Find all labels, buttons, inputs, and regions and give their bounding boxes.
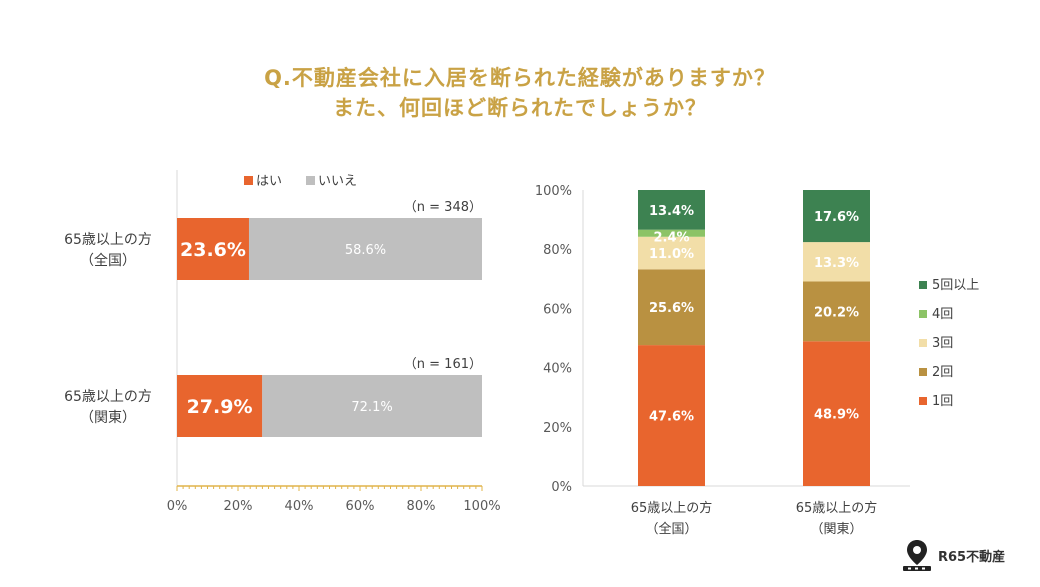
- data-label-1: 48.9%: [814, 408, 859, 423]
- right-y-tick-label: 0%: [551, 480, 572, 495]
- data-label-2: 20.2%: [814, 305, 859, 320]
- chart-title-line1: Q.不動産会社に入居を断られた経験がありますか？: [264, 66, 776, 90]
- data-label-1: 47.6%: [649, 410, 694, 425]
- right-y-tick-label: 60%: [543, 302, 572, 317]
- bar-segment-no: [262, 375, 482, 437]
- bar-segment-2: [638, 269, 705, 346]
- bar-segment-no: [248, 218, 482, 280]
- legend-swatch-5: [919, 281, 927, 289]
- bar-segment-3: [803, 242, 870, 282]
- legend-label-3: 3回: [932, 336, 953, 351]
- sample-size-label: （n = 161）: [404, 357, 482, 372]
- legend-label-2: 2回: [932, 365, 953, 380]
- bar-segment-yes: [177, 375, 263, 437]
- legend-label-no: いいえ: [318, 174, 357, 189]
- map-pin-icon: [903, 540, 931, 571]
- bar-segment-5: [638, 190, 705, 230]
- legend-swatch-yes: [244, 176, 253, 185]
- data-label-2: 25.6%: [649, 301, 694, 316]
- brand-logo: R65不動産: [902, 538, 1005, 572]
- left-x-tick-label: 20%: [224, 499, 253, 514]
- bar-segment-yes: [177, 218, 249, 280]
- right-category-label-line2: （全国）: [645, 521, 697, 537]
- legend-swatch-1: [919, 397, 927, 405]
- left-category-label-line2: （関東）: [80, 410, 136, 426]
- bar-segment-4: [638, 229, 705, 237]
- data-label-5: 13.4%: [649, 204, 694, 219]
- bar-segment-2: [803, 281, 870, 342]
- left-x-tick-label: 100%: [463, 499, 500, 514]
- legend-swatch-no: [306, 176, 315, 185]
- data-label-4: 2.4%: [653, 231, 689, 246]
- right-y-tick-label: 100%: [535, 184, 572, 199]
- bar-segment-1: [803, 341, 870, 486]
- data-label-3: 13.3%: [814, 256, 859, 271]
- bar-segment-1: [638, 345, 705, 486]
- legend-label-4: 4回: [932, 307, 953, 322]
- legend-swatch-4: [919, 310, 927, 318]
- right-category-label-line1: 65歳以上の方: [631, 500, 713, 516]
- legend-label-5: 5回以上: [932, 278, 979, 293]
- data-label-no: 58.6%: [345, 243, 386, 258]
- data-label-3: 11.0%: [649, 247, 694, 262]
- legend-swatch-2: [919, 368, 927, 376]
- left-category-label-line1: 65歳以上の方: [64, 389, 152, 405]
- data-label-yes: 23.6%: [180, 239, 246, 261]
- left-category-label-line2: （全国）: [80, 252, 136, 269]
- legend-label-1: 1回: [932, 394, 953, 409]
- chart-title-line2: また、何回ほど断られたでしょうか？: [333, 96, 707, 120]
- right-y-tick-label: 40%: [543, 362, 572, 377]
- right-category-label-line1: 65歳以上の方: [796, 500, 878, 516]
- legend-swatch-3: [919, 339, 927, 347]
- left-x-tick-label: 80%: [407, 499, 436, 514]
- data-label-5: 17.6%: [814, 210, 859, 225]
- bar-segment-3: [638, 236, 705, 270]
- brand-name: R65不動産: [938, 549, 1006, 565]
- right-y-tick-label: 80%: [543, 243, 572, 258]
- data-label-no: 72.1%: [351, 400, 392, 415]
- right-category-label-line2: （関東）: [810, 521, 862, 537]
- left-category-label-line1: 65歳以上の方: [64, 232, 152, 248]
- data-label-yes: 27.9%: [187, 396, 253, 418]
- sample-size-label: （n = 348）: [404, 200, 482, 215]
- bar-segment-5: [803, 190, 870, 243]
- left-x-tick-label: 40%: [285, 499, 314, 514]
- left-x-tick-label: 60%: [346, 499, 375, 514]
- legend-label-yes: はい: [256, 174, 282, 189]
- left-x-tick-label: 0%: [167, 499, 188, 514]
- right-y-tick-label: 20%: [543, 421, 572, 436]
